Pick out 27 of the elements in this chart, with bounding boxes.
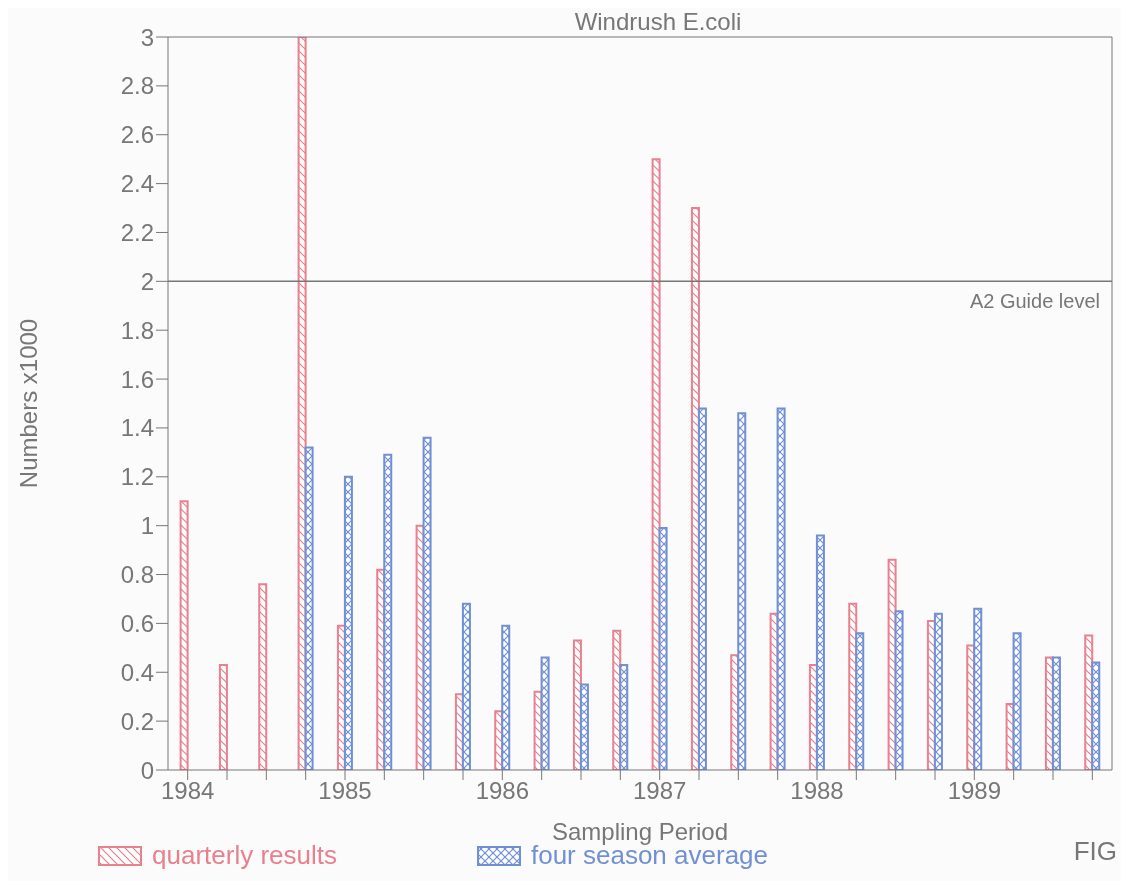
y-tick-label: 1.2 <box>120 463 154 491</box>
y-tick-label: 2.4 <box>120 170 154 198</box>
x-tick-label: 1988 <box>790 777 844 805</box>
x-tick-label: 1989 <box>947 777 1002 805</box>
y-tick-label: 3 <box>140 23 154 51</box>
legend-label: quarterly results <box>152 840 337 871</box>
y-tick-label: 1 <box>140 512 154 540</box>
y-tick-label: 2.2 <box>120 218 154 246</box>
y-tick-label: 0 <box>140 756 154 784</box>
y-tick-label: 0.6 <box>120 609 154 637</box>
chart-title: Windrush E.coli <box>573 8 743 36</box>
ref-line-label: A2 Guide level <box>969 289 1100 312</box>
x-tick-label: 1987 <box>632 777 687 805</box>
y-tick-label: 0.2 <box>120 707 154 735</box>
y-tick-label: 1.8 <box>120 316 154 344</box>
y-tick-label: 2 <box>140 267 154 295</box>
y-tick-label: 2.6 <box>120 121 154 149</box>
x-tick-label: 1984 <box>160 777 215 805</box>
y-tick-label: 1.4 <box>120 414 154 442</box>
y-tick-label: 2.8 <box>120 72 154 100</box>
y-tick-label: 0.8 <box>120 561 154 589</box>
y-tick-label: 0.4 <box>120 658 154 686</box>
y-axis-title: Numbers x1000 <box>14 318 42 489</box>
y-tick-label: 1.6 <box>120 365 154 393</box>
text: FIG <box>1073 836 1117 867</box>
x-tick-label: 1985 <box>318 777 372 805</box>
x-tick-label: 1986 <box>475 777 530 805</box>
